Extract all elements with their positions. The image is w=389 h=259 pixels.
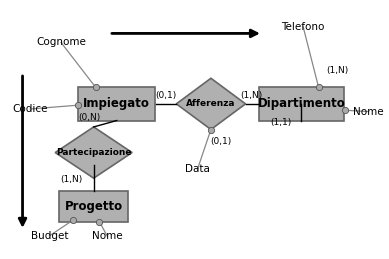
Text: Telefono: Telefono <box>282 22 325 32</box>
Text: (0,1): (0,1) <box>210 136 231 146</box>
Text: (0,1): (0,1) <box>155 91 177 100</box>
Polygon shape <box>55 127 132 178</box>
FancyBboxPatch shape <box>259 87 343 120</box>
Text: Cognome: Cognome <box>36 37 86 47</box>
Text: Nome: Nome <box>92 231 123 241</box>
Text: Data: Data <box>185 164 210 174</box>
Text: (1,N): (1,N) <box>240 91 263 100</box>
Text: Progetto: Progetto <box>65 200 123 213</box>
Text: Nome: Nome <box>353 106 384 117</box>
Text: (0,N): (0,N) <box>78 113 100 122</box>
FancyBboxPatch shape <box>59 191 128 222</box>
FancyBboxPatch shape <box>78 87 155 120</box>
Text: Afferenza: Afferenza <box>186 99 236 108</box>
Text: (1,N): (1,N) <box>327 66 349 75</box>
Text: Codice: Codice <box>12 104 48 114</box>
Text: (1,N): (1,N) <box>60 175 82 184</box>
Text: Budget: Budget <box>31 231 68 241</box>
Polygon shape <box>176 78 245 130</box>
Text: Partecipazione: Partecipazione <box>56 148 131 157</box>
Text: Dipartimento: Dipartimento <box>258 97 345 110</box>
Text: Impiegato: Impiegato <box>83 97 150 110</box>
Text: (1,1): (1,1) <box>270 118 291 127</box>
